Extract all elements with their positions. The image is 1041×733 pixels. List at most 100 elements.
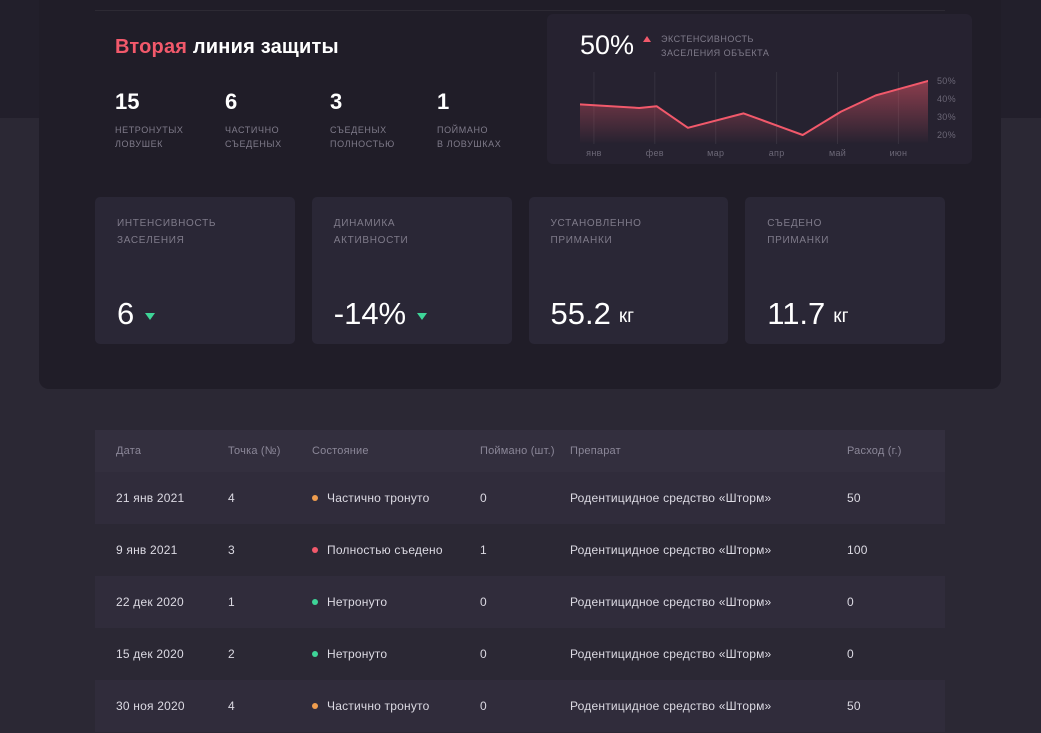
y-axis-tick: 30% [937,112,956,122]
table-row: 30 ноя 2020 4 Частично тронуто 0 Роденти… [95,680,945,732]
trend-up-icon [643,36,652,42]
status-text: Нетронуто [327,595,388,609]
cell-consumption: 0 [847,595,854,609]
column-header-consumption: Расход (г.) [847,445,902,457]
extensiveness-label: ЭКСТЕНСИВНОСТЬ ЗАСЕЛЕНИЯ ОБЪЕКТА [661,33,769,60]
table-row: 22 дек 2020 1 Нетронуто 0 Родентицидное … [95,576,945,628]
trend-down-icon [145,312,156,320]
kpi-label: СЪЕДЕНО ПРИМАНКИ [767,216,923,249]
stat-label-line1: ПОЙМАНО [437,125,489,135]
status-text: Частично тронуто [327,491,430,505]
cell-point: 2 [228,647,235,661]
y-axis-tick: 50% [937,76,956,86]
kpi-value-row: 55.2 кг [551,298,635,329]
kpi-label: ДИНАМИКА АКТИВНОСТИ [334,216,490,249]
cell-consumption: 50 [847,491,861,505]
kpi-value: 55.2 [550,296,611,331]
table-row: 9 янв 2021 3 Полностью съедено 1 Роденти… [95,524,945,576]
stat-label-line2: ПОЛНОСТЬЮ [330,138,395,149]
stat-label-line1: СЪЕДЕНЫХ [330,125,387,135]
column-header-caught: Поймано (шт.) [480,445,555,457]
panel-top-divider [95,0,945,11]
kpi-value: -14% [333,296,407,331]
stat-label-line1: ЧАСТИЧНО [225,125,280,135]
second-line-summary: Вторая линия защиты 15 НЕТРОНУТЫХ ЛОВУШЕ… [95,14,547,164]
cell-consumption: 100 [847,543,868,557]
kpi-label: ИНТЕНСИВНОСТЬ ЗАСЕЛЕНИЯ [117,216,273,249]
stat-fully-eaten: 3 СЪЕДЕНЫХ ПОЛНОСТЬЮ [330,89,437,152]
cell-status: Частично тронуто [312,699,480,713]
stat-partially-eaten: 6 ЧАСТИЧНО СЪЕДЕНЫХ [225,89,330,152]
stat-label: НЕТРОНУТЫХ ЛОВУШЕК [115,124,225,152]
cell-drug: Родентицидное средство «Шторм» [570,491,772,505]
stat-untouched-traps: 15 НЕТРОНУТЫХ ЛОВУШЕК [115,89,225,152]
cell-date: 22 дек 2020 [116,595,184,609]
kpi-label-line1: ИНТЕНСИВНОСТЬ [117,218,217,229]
stat-value: 6 [225,89,238,114]
kpi-label-line1: ДИНАМИКА [333,218,396,229]
stat-label-line2: СЪЕДЕНЫХ [225,138,282,149]
cell-point: 4 [228,491,235,505]
stat-label-line1: НЕТРОНУТЫХ [115,125,184,135]
kpi-label-line1: УСТАНОВЛЕННО [550,218,642,229]
cell-caught: 0 [480,647,487,661]
x-axis-label: май [828,148,847,158]
stat-label: ЧАСТИЧНО СЪЕДЕНЫХ [225,124,330,152]
extensiveness-line-chart [580,72,928,144]
kpi-row: ИНТЕНСИВНОСТЬ ЗАСЕЛЕНИЯ 6 ДИНАМИКА АКТИВ… [95,197,945,344]
kpi-value: 6 [117,296,135,331]
kpi-label-line2: АКТИВНОСТИ [333,234,409,246]
stat-label: ПОЙМАНО В ЛОВУШКАХ [437,124,547,152]
cell-date: 21 янв 2021 [116,491,185,505]
kpi-unit: кг [833,305,849,327]
cell-consumption: 0 [847,647,854,661]
cell-status: Нетронуто [312,647,480,661]
kpi-label-line1: СЪЕДЕНО [767,218,823,229]
cell-status: Частично тронуто [312,491,480,505]
column-header-drug: Препарат [570,445,621,457]
column-header-date: Дата [116,445,142,457]
cell-point: 1 [228,595,235,609]
stat-value: 3 [330,89,343,114]
cell-drug: Родентицидное средство «Шторм» [570,647,772,661]
cell-drug: Родентицидное средство «Шторм» [570,699,772,713]
cell-date: 15 дек 2020 [116,647,184,661]
kpi-value: 11.7 [767,296,826,331]
kpi-card-intensity: ИНТЕНСИВНОСТЬ ЗАСЕЛЕНИЯ 6 [95,197,295,344]
kpi-label: УСТАНОВЛЕННО ПРИМАНКИ [551,216,707,249]
stat-caught-in-traps: 1 ПОЙМАНО В ЛОВУШКАХ [437,89,547,152]
y-axis-tick: 20% [937,130,956,140]
trap-stats-row: 15 НЕТРОНУТЫХ ЛОВУШЕК 6 ЧАСТИЧНО СЪЕДЕНЫ… [115,89,547,152]
status-dot [312,495,318,501]
status-dot [312,651,318,657]
cell-caught: 0 [480,699,487,713]
kpi-value-row: 11.7 кг [767,298,848,329]
cell-status: Нетронуто [312,595,480,609]
status-dot [312,703,318,709]
cell-drug: Родентицидное средство «Шторм» [570,543,772,557]
stat-label: СЪЕДЕНЫХ ПОЛНОСТЬЮ [330,124,437,152]
kpi-card-bait-installed: УСТАНОВЛЕННО ПРИМАНКИ 55.2 кг [528,197,729,344]
x-axis-label: фев [645,148,664,158]
extensiveness-label-line1: ЭКСТЕНСИВНОСТЬ [661,34,754,44]
stat-value: 15 [115,89,140,114]
page-title: Вторая линия защиты [115,36,547,59]
table-header: Дата Точка (№) Состояние Поймано (шт.) П… [95,430,945,472]
x-axis-label: июн [889,148,908,158]
kpi-unit: кг [618,305,635,327]
page-title-rest: линия защиты [187,36,339,58]
kpi-label-line2: ПРИМАНКИ [550,234,613,246]
table-row: 15 дек 2020 2 Нетронуто 0 Родентицидное … [95,628,945,680]
cell-date: 9 янв 2021 [116,543,178,557]
stat-label-line2: В ЛОВУШКАХ [437,138,502,149]
kpi-label-line2: ЗАСЕЛЕНИЯ [117,234,185,246]
x-axis-label: мар [707,148,725,158]
cell-caught: 0 [480,595,487,609]
cell-drug: Родентицидное средство «Шторм» [570,595,772,609]
column-header-point: Точка (№) [228,445,281,457]
cell-caught: 1 [480,543,487,557]
status-text: Частично тронуто [327,699,430,713]
chart-headline: 50% ЭКСТЕНСИВНОСТЬ ЗАСЕЛЕНИЯ ОБЪЕКТА [580,32,769,60]
extensiveness-value: 50% [580,30,635,60]
